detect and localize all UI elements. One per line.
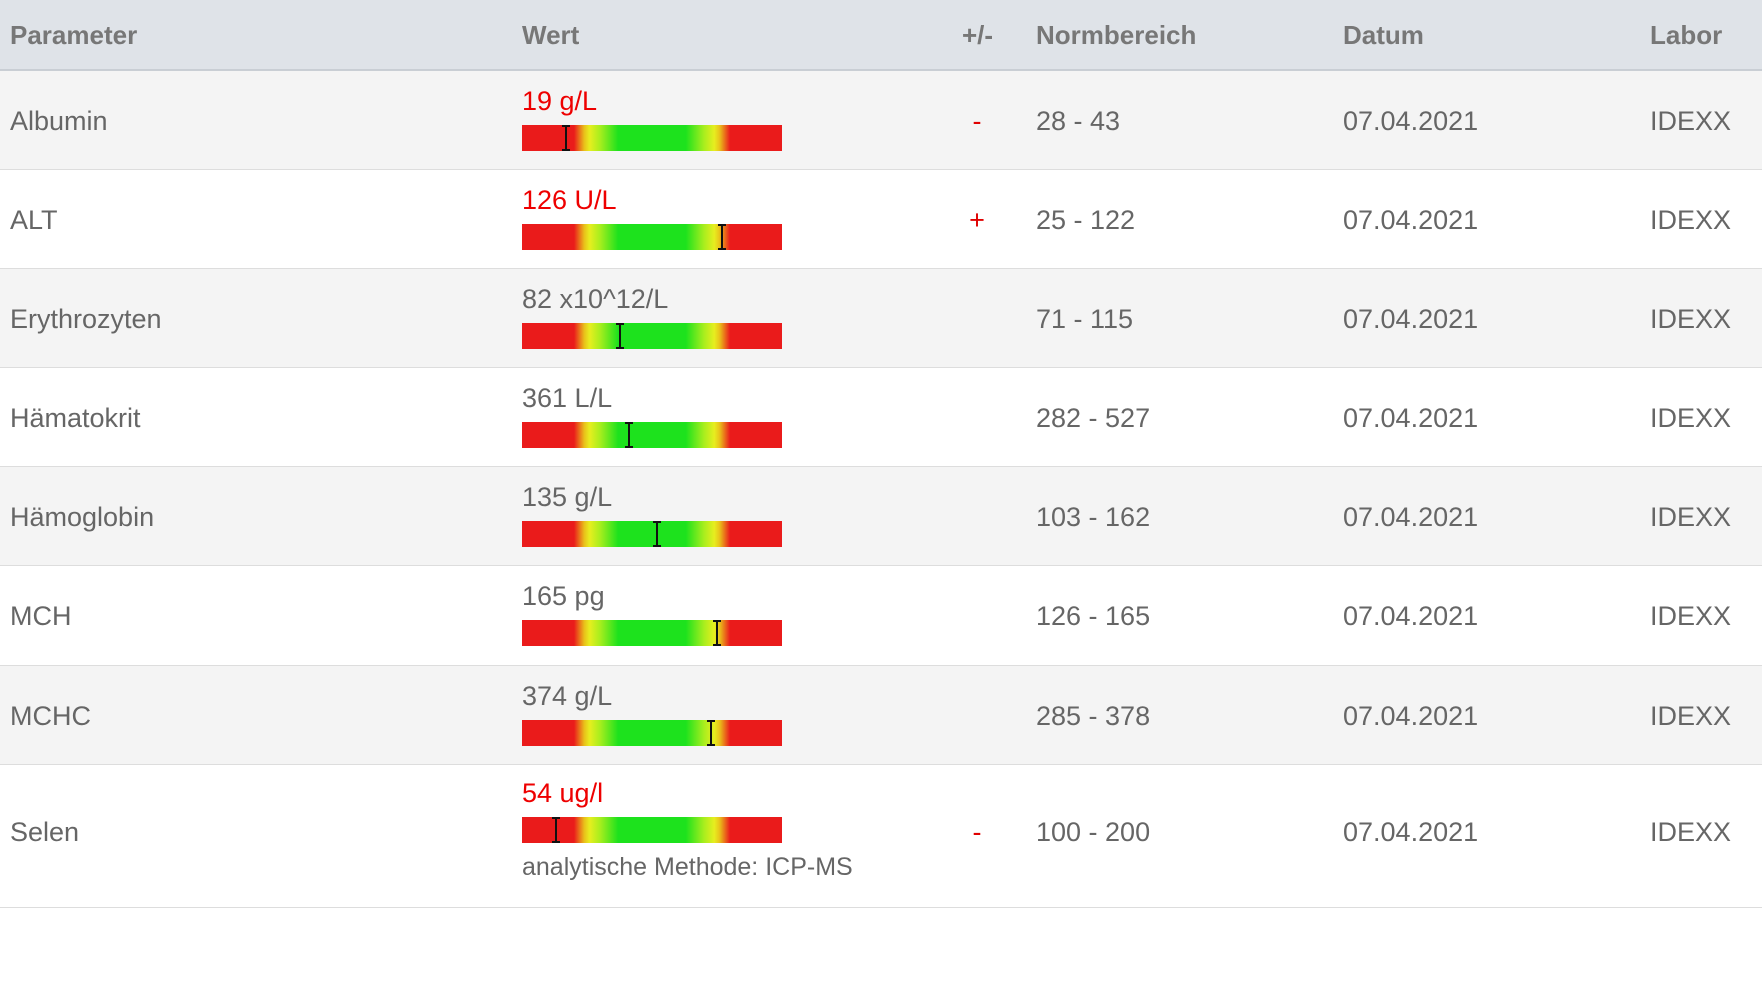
result-date: 07.04.2021 <box>1343 403 1479 433</box>
parameter-name: MCHC <box>10 701 91 731</box>
normal-range: 285 - 378 <box>1036 701 1151 731</box>
deviation-flag: - <box>972 817 982 847</box>
range-gauge <box>522 817 782 843</box>
table-row: Hämoglobin 135 g/L 103 - 162 07.04.2021 IDEX… <box>0 467 1762 566</box>
header-flag[interactable]: +/- <box>962 20 994 50</box>
range-gauge <box>522 521 782 547</box>
result-value: 126 U/L <box>522 185 617 215</box>
lab-name: IDEXX <box>1650 701 1732 731</box>
lab-name: IDEXX <box>1650 106 1732 136</box>
header-normal-range[interactable]: Normbereich <box>1036 20 1197 50</box>
table-row: Hämatokrit 361 L/L 282 - 527 07.04.2021 IDEX… <box>0 368 1762 467</box>
result-date: 07.04.2021 <box>1343 106 1479 136</box>
normal-range: 71 - 115 <box>1036 304 1134 334</box>
lab-name: IDEXX <box>1650 817 1732 847</box>
range-gauge <box>522 422 782 448</box>
normal-range: 25 - 122 <box>1036 205 1136 235</box>
parameter-name: Selen <box>10 817 80 847</box>
header-value[interactable]: Wert <box>522 20 580 50</box>
range-gauge <box>522 620 782 646</box>
table-row: ALT 126 U/L +25 - 122 07.04.2021 IDEXX <box>0 170 1762 269</box>
range-gauge <box>522 224 782 250</box>
gauge-marker <box>718 224 727 250</box>
header-lab[interactable]: Labor <box>1650 20 1723 50</box>
result-value: 82 x10^12/L <box>522 284 669 314</box>
gauge-marker <box>562 125 571 151</box>
lab-name: IDEXX <box>1650 304 1732 334</box>
deviation-flag: - <box>972 106 982 136</box>
value-cell: 135 g/L <box>522 481 782 547</box>
result-date: 07.04.2021 <box>1343 205 1479 235</box>
result-value: 165 pg <box>522 581 605 611</box>
value-cell: 374 g/L <box>522 680 782 746</box>
gauge-marker <box>713 620 721 646</box>
normal-range: 28 - 43 <box>1036 106 1121 136</box>
result-value: 19 g/L <box>522 86 598 116</box>
value-cell: 54 ug/l analytische Methode: ICP-MS <box>522 777 853 882</box>
lab-name: IDEXX <box>1650 601 1732 631</box>
header-parameter[interactable]: Parameter <box>10 20 138 50</box>
lab-name: IDEXX <box>1650 403 1732 433</box>
result-date: 07.04.2021 <box>1343 817 1479 847</box>
normal-range: 103 - 162 <box>1036 502 1151 532</box>
range-gauge <box>522 323 782 349</box>
normal-range: 282 - 527 <box>1036 403 1151 433</box>
lab-results-table: Parameter Wert +/- Normbereich Datum Lab… <box>0 0 1762 908</box>
parameter-name: MCH <box>10 601 72 631</box>
normal-range: 100 - 200 <box>1036 817 1151 847</box>
result-date: 07.04.2021 <box>1343 701 1479 731</box>
parameter-name: Erythrozyten <box>10 304 162 334</box>
method-note: analytische Methode: ICP-MS <box>522 853 853 881</box>
table-row: Selen 54 ug/l analytische Methode: ICP-MS -… <box>0 765 1762 908</box>
parameter-name: Hämoglobin <box>10 502 155 532</box>
parameter-name: Albumin <box>10 106 108 136</box>
lab-name: IDEXX <box>1650 502 1732 532</box>
gauge-marker <box>653 521 662 547</box>
parameter-name: ALT <box>10 205 58 235</box>
value-cell: 19 g/L <box>522 85 782 151</box>
value-cell: 361 L/L <box>522 382 782 448</box>
result-value: 361 L/L <box>522 383 613 413</box>
range-gauge <box>522 720 782 746</box>
result-value: 374 g/L <box>522 681 613 711</box>
table-row: Erythrozyten 82 x10^12/L 71 - 115 07.04.202… <box>0 269 1762 368</box>
value-cell: 165 pg <box>522 580 782 646</box>
parameter-name: Hämatokrit <box>10 403 141 433</box>
table-row: Albumin 19 g/L - 28 - 43 07.04.2021 IDEXX <box>0 71 1762 170</box>
gauge-marker <box>624 422 633 448</box>
deviation-flag: + <box>969 205 985 235</box>
normal-range: 126 - 165 <box>1036 601 1151 631</box>
result-date: 07.04.2021 <box>1343 502 1479 532</box>
table-row: MCHC 374 g/L 285 - 378 07.04.2021 IDEXX <box>0 666 1762 765</box>
value-cell: 82 x10^12/L <box>522 283 782 349</box>
value-cell: 126 U/L <box>522 184 782 250</box>
table-body: Albumin 19 g/L - 28 - 43 07.04.2021 IDEXX ALT 1… <box>0 71 1762 908</box>
gauge-marker <box>551 817 560 843</box>
result-date: 07.04.2021 <box>1343 304 1479 334</box>
table-row: MCH 165 pg 126 - 165 07.04.2021 IDEXX <box>0 566 1762 666</box>
range-gauge <box>522 125 782 151</box>
result-value: 135 g/L <box>522 482 613 512</box>
lab-name: IDEXX <box>1650 205 1732 235</box>
header-date[interactable]: Datum <box>1343 20 1424 50</box>
gauge-marker <box>615 323 624 349</box>
table-header: Parameter Wert +/- Normbereich Datum Lab… <box>0 0 1762 71</box>
gauge-marker <box>706 720 715 746</box>
result-value: 54 ug/l <box>522 778 604 808</box>
result-date: 07.04.2021 <box>1343 601 1479 631</box>
